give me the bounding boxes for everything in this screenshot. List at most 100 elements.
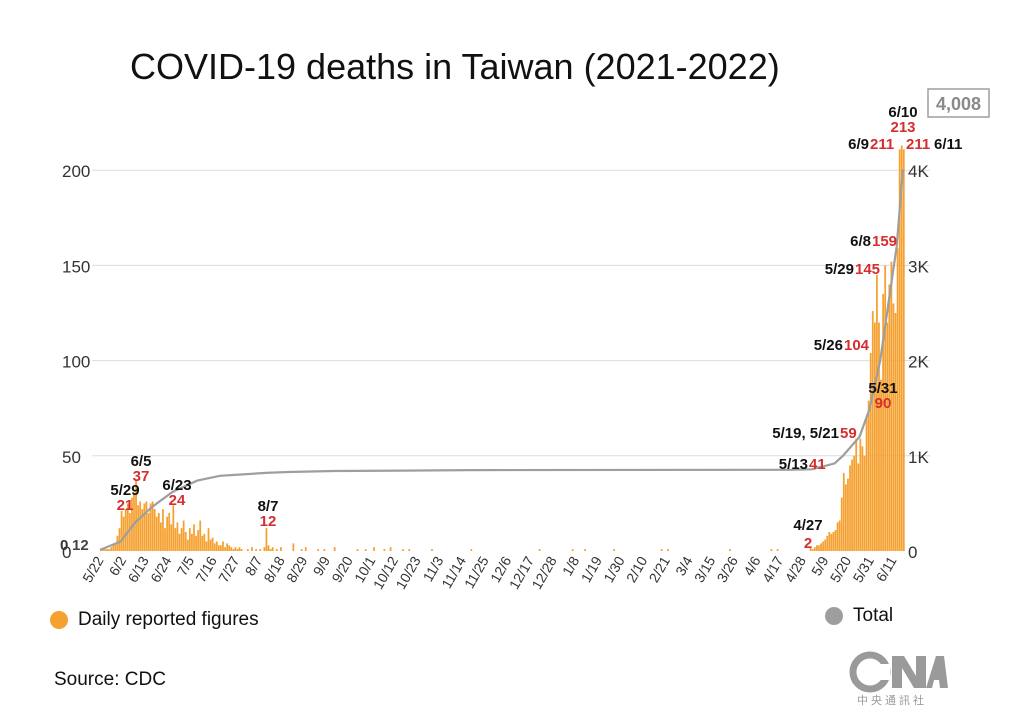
- x-tick-label: 6/13: [124, 553, 152, 585]
- daily-bar: [865, 417, 868, 551]
- daily-bar: [234, 547, 237, 551]
- daily-bar: [849, 465, 851, 551]
- daily-bar: [770, 549, 773, 551]
- daily-bar: [230, 547, 233, 551]
- x-tick-label: 10/23: [392, 553, 423, 592]
- daily-bar: [842, 472, 845, 551]
- daily-bar: [108, 549, 111, 551]
- daily-bar: [292, 543, 295, 551]
- daily-bar: [207, 528, 210, 551]
- x-tick-label: 8/29: [283, 553, 311, 585]
- daily-bar: [280, 547, 282, 551]
- daily-bar: [900, 145, 903, 551]
- total-callout: 4,008: [936, 94, 981, 114]
- total-callout-box: [927, 88, 990, 118]
- anno-value: 12: [260, 513, 277, 530]
- daily-bar: [832, 531, 835, 551]
- x-tick-label: 7/16: [192, 553, 220, 585]
- daily-bar: [110, 547, 113, 551]
- x-tick-label: 5/22: [79, 553, 107, 585]
- daily-bar: [267, 545, 270, 551]
- y-right-tick: 0: [908, 543, 917, 562]
- anno-date: 5/13: [779, 456, 808, 473]
- daily-bar: [613, 549, 615, 551]
- daily-bar: [571, 549, 574, 551]
- daily-bar: [263, 547, 266, 551]
- anno-date: 6/9: [848, 136, 869, 153]
- daily-bar: [894, 313, 897, 551]
- anno-value: 24: [169, 492, 186, 509]
- daily-bar: [251, 547, 253, 551]
- anno-date: 5/19, 5/21: [772, 425, 839, 442]
- anno-value: 145: [855, 261, 880, 278]
- x-tick-label: 6/11: [873, 553, 900, 584]
- daily-bar: [873, 322, 876, 551]
- anno-value: 104: [844, 337, 870, 354]
- daily-bar: [402, 549, 404, 551]
- daily-bar: [193, 524, 195, 551]
- y-left-tick: 150: [62, 257, 90, 276]
- anno-value: 213: [890, 119, 915, 136]
- x-tick-label: 12/28: [528, 553, 559, 592]
- daily-bar: [213, 543, 216, 551]
- daily-bar: [255, 549, 257, 551]
- x-tick-label: 3/15: [691, 553, 719, 585]
- y-left-tick: 50: [62, 448, 81, 467]
- daily-bar: [238, 547, 241, 551]
- daily-bar: [197, 530, 200, 551]
- daily-bar: [236, 549, 239, 551]
- daily-bar: [188, 528, 191, 551]
- daily-bar: [174, 528, 177, 551]
- daily-bar: [323, 549, 326, 551]
- daily-bar: [836, 522, 839, 551]
- daily-bar: [209, 539, 212, 551]
- y-right-tick: 2K: [908, 353, 929, 372]
- x-tick-label: 1/19: [578, 553, 606, 585]
- daily-bar: [851, 459, 853, 551]
- daily-bar: [160, 522, 162, 551]
- anno-value: 90: [875, 395, 892, 412]
- x-tick-label: 2/10: [623, 553, 651, 585]
- daily-bar: [838, 520, 841, 551]
- anno-date: 0: [60, 537, 68, 554]
- anno-date: 8/7: [258, 498, 279, 515]
- x-tick-label: 4/28: [781, 553, 809, 585]
- daily-bar: [861, 446, 864, 551]
- daily-bar: [131, 497, 133, 551]
- y-left-tick: 200: [62, 162, 90, 181]
- daily-bar: [157, 512, 160, 551]
- daily-bar: [106, 549, 108, 551]
- daily-bar: [667, 549, 669, 551]
- daily-bar: [124, 509, 127, 551]
- daily-bar: [172, 505, 175, 551]
- daily-bar: [141, 509, 144, 551]
- daily-bar: [102, 549, 104, 551]
- logo-caption: 中央通訊社: [857, 694, 927, 707]
- daily-bar: [135, 480, 137, 551]
- x-tick-label: 9/20: [328, 553, 356, 585]
- daily-bar: [304, 547, 307, 551]
- daily-bar: [890, 261, 893, 551]
- daily-bar: [818, 545, 820, 551]
- daily-bar: [269, 549, 272, 551]
- daily-bar: [180, 528, 183, 551]
- daily-bar: [226, 543, 228, 551]
- anno-date: 4/27: [793, 517, 822, 534]
- daily-bar: [232, 549, 235, 551]
- anno-date: 5/26: [814, 337, 843, 354]
- daily-bar: [182, 520, 185, 551]
- y-left-tick: 0: [62, 543, 71, 562]
- daily-bar: [828, 531, 831, 551]
- daily-bar: [176, 522, 179, 551]
- x-tick-label: 8/18: [260, 553, 288, 585]
- daily-bar: [886, 322, 889, 551]
- y-right-tick: 3K: [908, 257, 929, 276]
- legend-total: Total: [825, 605, 893, 627]
- daily-bar: [120, 511, 123, 551]
- daily-bar: [271, 547, 274, 551]
- daily-bar: [813, 547, 816, 551]
- daily-bar: [199, 520, 202, 551]
- daily-bar: [151, 501, 154, 551]
- daily-bar: [246, 549, 249, 551]
